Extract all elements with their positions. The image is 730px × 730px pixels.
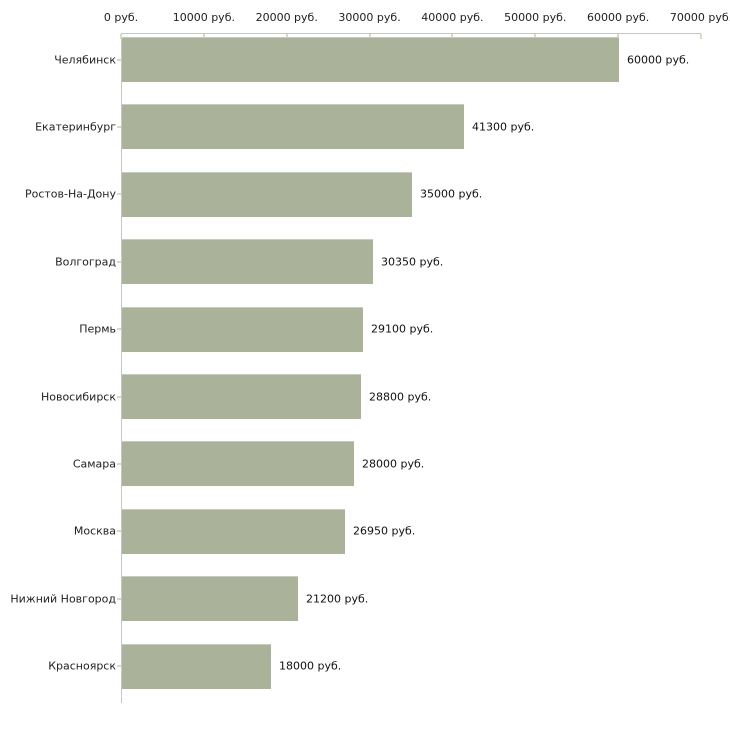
bar	[122, 239, 373, 285]
bar	[122, 508, 345, 554]
bar	[122, 37, 619, 82]
category-tick	[117, 530, 121, 533]
category-label: Екатеринбург	[35, 120, 116, 134]
category-label: Красноярск	[48, 659, 116, 673]
x-axis-tick	[368, 34, 371, 39]
category-label: Ростов-На-Дону	[24, 187, 116, 201]
x-axis-tick	[120, 34, 122, 39]
value-label: 29100 руб.	[371, 322, 434, 336]
category-tick	[117, 125, 121, 128]
x-axis-tick-label: 20000 руб.	[255, 11, 318, 24]
bar	[122, 171, 412, 217]
x-axis-tick-label: 30000 руб.	[338, 11, 401, 24]
category-label: Новосибирск	[40, 390, 116, 403]
value-label: 18000 руб.	[279, 659, 342, 673]
category-tick	[117, 395, 121, 398]
category-label: Пермь	[79, 322, 116, 336]
x-axis-tick	[285, 34, 288, 39]
y-axis-line	[121, 33, 122, 703]
category-label: Челябинск	[54, 53, 116, 66]
bar	[122, 441, 354, 487]
category-tick	[117, 462, 121, 465]
x-axis-tick	[617, 34, 620, 39]
x-axis-tick	[202, 34, 205, 39]
category-label: Москва	[73, 524, 116, 538]
x-axis-tick-label: 50000 руб.	[504, 11, 567, 24]
value-label: 28000 руб.	[362, 457, 425, 471]
x-axis-tick	[700, 34, 702, 39]
category-label: Нижний Новгород	[10, 592, 116, 606]
value-label: 30350 руб.	[381, 255, 444, 269]
bar	[122, 306, 363, 352]
value-label: 21200 руб.	[306, 592, 369, 606]
value-label: 41300 руб.	[472, 120, 535, 134]
bar	[122, 374, 361, 419]
x-axis-tick	[534, 34, 537, 39]
x-axis-tick-label: 10000 руб.	[172, 11, 235, 24]
x-axis-tick-label: 0 руб.	[103, 11, 139, 24]
x-axis-line	[121, 33, 701, 34]
x-axis-tick-label: 60000 руб.	[587, 11, 650, 24]
x-axis-tick	[451, 34, 454, 39]
bar	[122, 576, 298, 622]
x-axis-tick-label: 40000 руб.	[421, 11, 484, 24]
value-label: 60000 руб.	[627, 53, 690, 66]
category-label: Волгоград	[55, 255, 116, 269]
value-label: 28800 руб.	[369, 390, 432, 403]
category-tick	[117, 597, 121, 600]
bar	[122, 643, 271, 689]
value-label: 35000 руб.	[420, 187, 483, 201]
category-label: Самара	[72, 457, 116, 471]
value-label: 26950 руб.	[353, 524, 416, 538]
x-axis-tick-label: 70000 руб.	[669, 11, 730, 24]
category-tick	[117, 260, 121, 263]
category-tick	[117, 665, 121, 668]
category-tick	[117, 328, 121, 331]
bar	[122, 104, 464, 150]
category-tick	[117, 58, 121, 61]
category-tick	[117, 193, 121, 196]
